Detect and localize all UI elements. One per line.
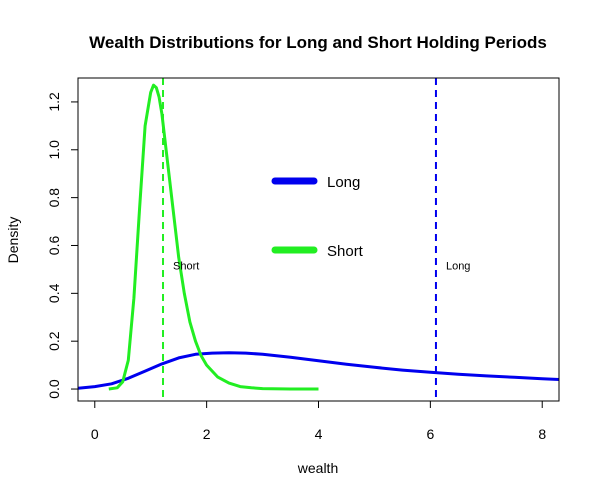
x-tick-label-2: 4 [315,426,323,442]
x-tick-label-1: 2 [203,426,211,442]
x-tick-label-0: 0 [91,426,99,442]
chart-title: Wealth Distributions for Long and Short … [89,33,547,52]
x-tick-label-4: 8 [538,426,546,442]
y-tick-label-5: 1.0 [46,140,62,160]
legend-label-long: Long [327,174,360,191]
y-tick-label-2: 0.4 [46,283,62,303]
y-tick-label-0: 0.0 [46,379,62,399]
y-tick-label-4: 0.8 [46,188,62,208]
legend-label-short: Short [327,243,364,260]
y-tick-label-3: 0.6 [46,236,62,256]
series-line-short [108,83,319,391]
plot-area: 0 2 4 6 8 0.0 0.2 0.4 0.6 0.8 1.0 1.2 Short Long Long S… [46,77,560,442]
x-tick-label-3: 6 [426,426,434,442]
mean-label-short: Short [173,260,199,272]
series-line-long [78,351,559,390]
mean-label-long: Long [446,260,470,272]
x-axis-label: wealth [297,460,338,476]
y-tick-label-1: 0.2 [46,331,62,351]
plot-frame [77,77,560,402]
y-tick-label-6: 1.2 [46,92,62,112]
y-axis-label: Density [5,217,21,264]
